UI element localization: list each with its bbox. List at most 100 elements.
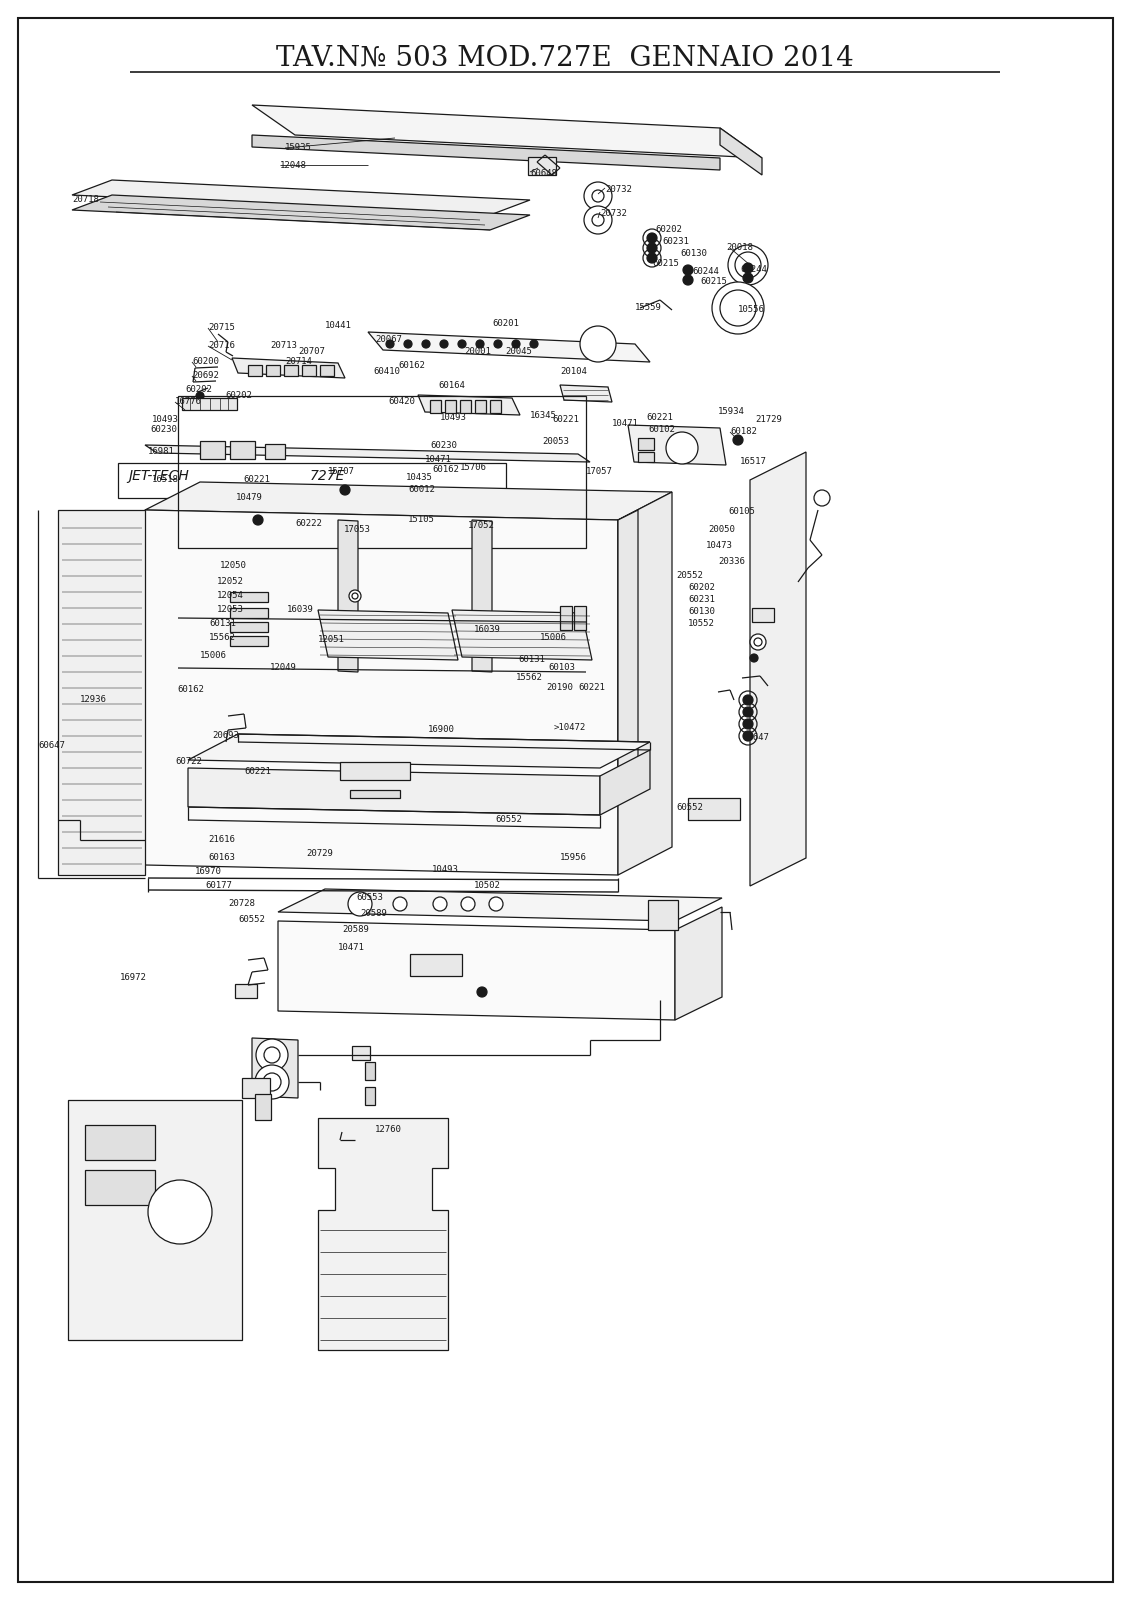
Text: 60215: 60215 xyxy=(651,259,679,269)
Circle shape xyxy=(404,341,412,349)
Polygon shape xyxy=(232,358,345,378)
Circle shape xyxy=(713,282,765,334)
Bar xyxy=(365,1062,375,1080)
Text: 20104: 20104 xyxy=(560,368,587,376)
Bar xyxy=(118,462,506,498)
Bar xyxy=(320,365,334,376)
Text: 60201: 60201 xyxy=(492,320,519,328)
Bar xyxy=(254,1094,271,1120)
Text: 60130: 60130 xyxy=(688,608,715,616)
Polygon shape xyxy=(72,179,530,214)
Bar xyxy=(200,442,225,459)
Bar xyxy=(235,984,257,998)
Text: 20001: 20001 xyxy=(464,347,491,357)
Polygon shape xyxy=(72,195,530,230)
Text: 15956: 15956 xyxy=(560,853,587,862)
Bar xyxy=(85,1170,155,1205)
Text: 15562: 15562 xyxy=(209,634,236,643)
Text: 10556: 10556 xyxy=(739,306,765,315)
Text: 21616: 21616 xyxy=(208,835,235,845)
Circle shape xyxy=(349,590,361,602)
Text: 60102: 60102 xyxy=(648,426,675,435)
Text: 20707: 20707 xyxy=(297,347,325,357)
Polygon shape xyxy=(318,1118,448,1350)
Polygon shape xyxy=(472,520,492,672)
Circle shape xyxy=(422,341,430,349)
Text: 727E: 727E xyxy=(310,469,345,483)
Text: 20714: 20714 xyxy=(285,357,312,366)
Text: 60552: 60552 xyxy=(495,816,521,824)
Text: 20728: 20728 xyxy=(228,899,254,909)
Polygon shape xyxy=(188,734,650,768)
Bar xyxy=(365,1086,375,1106)
Circle shape xyxy=(512,341,520,349)
Text: 15706: 15706 xyxy=(460,464,486,472)
Polygon shape xyxy=(452,610,592,659)
Text: 20018: 20018 xyxy=(726,243,753,253)
Bar xyxy=(475,400,486,413)
Text: 20715: 20715 xyxy=(208,323,235,333)
Text: 12052: 12052 xyxy=(217,578,244,587)
Text: 20693: 20693 xyxy=(211,731,239,741)
Bar xyxy=(230,442,254,459)
Text: 10471: 10471 xyxy=(612,419,639,429)
Text: 17057: 17057 xyxy=(586,467,613,477)
Text: 60162: 60162 xyxy=(432,466,459,475)
Bar xyxy=(182,398,238,410)
Text: 10493: 10493 xyxy=(152,416,179,424)
Text: 60420: 60420 xyxy=(388,397,415,406)
Bar xyxy=(349,790,400,798)
Text: 20336: 20336 xyxy=(718,557,745,566)
Text: 10473: 10473 xyxy=(706,541,733,550)
Polygon shape xyxy=(145,510,618,875)
Bar xyxy=(688,798,740,819)
Text: 12048: 12048 xyxy=(280,160,307,170)
Text: 60230: 60230 xyxy=(150,426,176,435)
Bar xyxy=(752,608,774,622)
Text: 10552: 10552 xyxy=(688,619,715,629)
Text: 60647: 60647 xyxy=(38,741,64,750)
Text: 15935: 15935 xyxy=(285,144,312,152)
Circle shape xyxy=(344,1123,360,1139)
Bar xyxy=(340,762,411,781)
Bar xyxy=(230,608,268,618)
Bar xyxy=(638,451,654,462)
Text: 20732: 20732 xyxy=(601,210,627,219)
Text: 12760: 12760 xyxy=(375,1125,402,1134)
Text: 20589: 20589 xyxy=(342,925,369,934)
Circle shape xyxy=(392,898,407,910)
Text: 16981: 16981 xyxy=(148,448,175,456)
Circle shape xyxy=(477,987,487,997)
Text: 12050: 12050 xyxy=(221,562,247,571)
Text: 15559: 15559 xyxy=(634,304,662,312)
Circle shape xyxy=(743,731,753,741)
Text: 60162: 60162 xyxy=(398,362,425,371)
Circle shape xyxy=(666,432,698,464)
Text: 12054: 12054 xyxy=(217,592,244,600)
Text: 60162: 60162 xyxy=(176,685,204,694)
Circle shape xyxy=(584,206,612,234)
Circle shape xyxy=(743,707,753,717)
Text: 20190: 20190 xyxy=(546,683,573,693)
Text: 60182: 60182 xyxy=(729,427,757,437)
Text: 60130: 60130 xyxy=(680,250,707,259)
Text: 20732: 20732 xyxy=(605,186,632,195)
Circle shape xyxy=(750,654,758,662)
Circle shape xyxy=(743,694,753,706)
Bar xyxy=(248,365,262,376)
Circle shape xyxy=(386,341,394,349)
Circle shape xyxy=(196,392,204,400)
Circle shape xyxy=(494,341,502,349)
Text: 17052: 17052 xyxy=(468,522,495,531)
Text: 60410: 60410 xyxy=(373,368,400,376)
Text: 60648: 60648 xyxy=(530,168,556,178)
Text: 20589: 20589 xyxy=(360,909,387,918)
Polygon shape xyxy=(58,510,145,875)
Circle shape xyxy=(348,893,372,915)
Circle shape xyxy=(256,1038,288,1070)
Text: 60177: 60177 xyxy=(205,882,232,891)
Polygon shape xyxy=(560,386,612,402)
Polygon shape xyxy=(278,890,722,922)
Text: 20718: 20718 xyxy=(72,195,98,205)
Circle shape xyxy=(647,243,657,253)
